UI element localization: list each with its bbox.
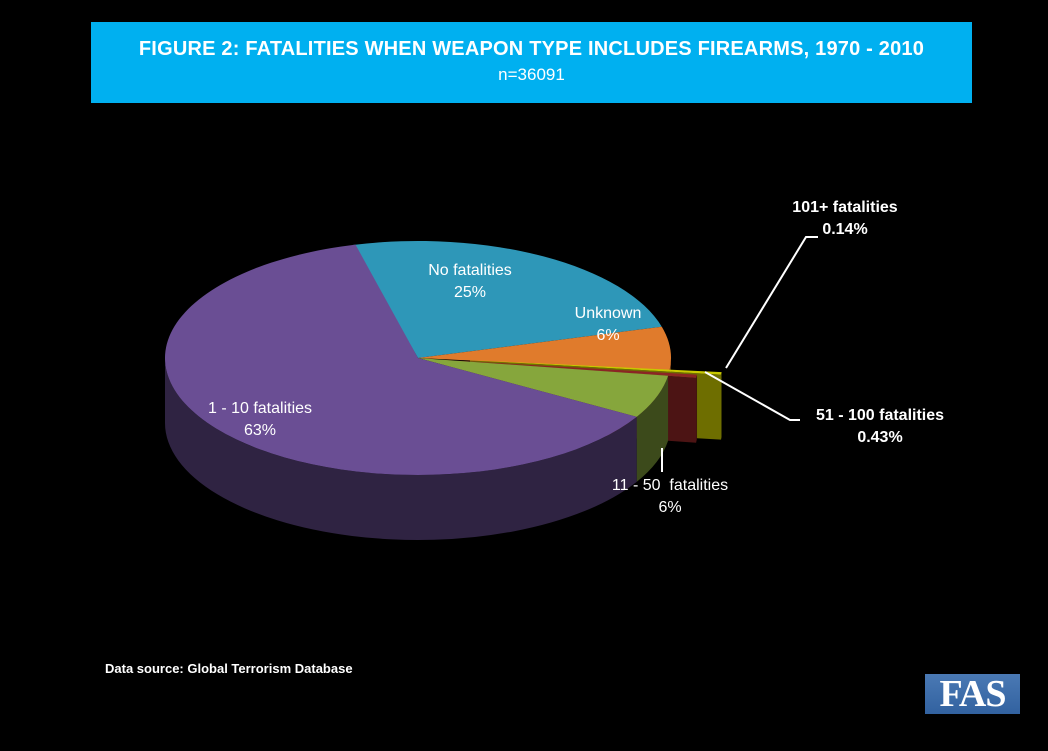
pie-slice [165,244,637,476]
chart-subtitle: n=36091 [498,65,565,84]
label-101-plus: 101+ fatalities 0.14% [792,199,898,238]
pie-slice [418,358,669,417]
label-11-50: 11 - 50 fatalities 6% [611,477,729,516]
pie-slice [418,326,671,371]
slice-side [165,358,637,541]
label-no-fatalities: No fatalities 25% [428,262,512,301]
label-unknown: Unknown 6% [574,305,642,344]
slice-side [636,375,669,482]
leader-line [725,236,818,369]
pie-slice [352,241,662,358]
title-box: FIGURE 2: FATALITIES WHEN WEAPON TYPE IN… [91,22,972,103]
leader-line [704,371,800,421]
slice-side [721,372,722,440]
pie-slice [470,360,722,375]
data-source: Data source: Global Terrorism Database [105,661,353,676]
label-1-10: 1 - 10 fatalities 63% [207,400,313,439]
fas-logo: FAS [925,674,1020,714]
slice-side [696,374,698,443]
chart-title: FIGURE 2: FATALITIES WHEN WEAPON TYPE IN… [138,38,925,60]
label-51-100: 51 - 100 fatalities 0.43% [815,407,945,446]
